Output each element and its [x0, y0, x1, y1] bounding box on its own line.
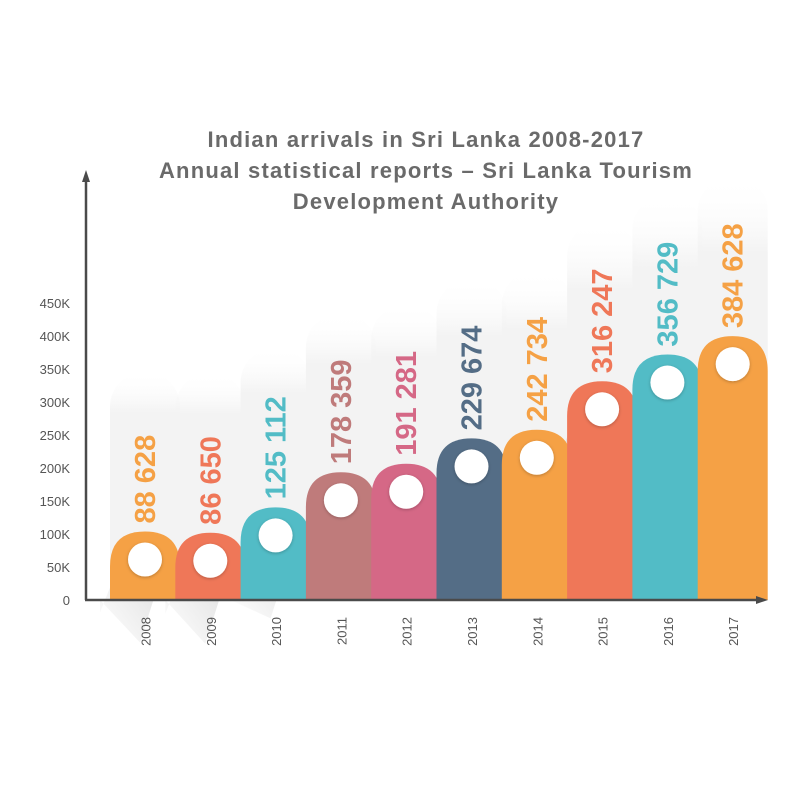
bar: [436, 438, 507, 600]
x-tick-label: 2010: [269, 617, 284, 646]
y-tick-label: 450K: [40, 296, 71, 311]
y-tick-label: 200K: [40, 461, 71, 476]
value-label: 191 281: [391, 351, 423, 456]
bar-marker-dot: [715, 347, 750, 382]
bar-marker-dot: [258, 518, 293, 553]
y-tick-label: 50K: [47, 560, 70, 575]
x-tick-label: 2014: [530, 617, 545, 646]
value-label: 316 247: [587, 268, 619, 373]
bar-marker-dot: [128, 542, 162, 577]
y-tick-label: 0: [63, 593, 70, 608]
x-tick-label: 2013: [465, 617, 480, 646]
y-tick-label: 350K: [40, 362, 71, 377]
bar-marker-dot: [323, 483, 358, 518]
axes: [82, 170, 768, 604]
x-axis-ticks: 2008 2009 2010 2011 2012 2013 2014 2015 2016 2017: [139, 617, 742, 646]
x-tick-label: 2012: [400, 617, 415, 646]
y-tick-label: 150K: [40, 494, 71, 509]
bar: [305, 472, 376, 600]
value-label: 178 359: [326, 359, 358, 464]
bar-marker-dot: [389, 474, 424, 509]
bar-marker-dot: [519, 440, 554, 475]
x-axis-arrow: [756, 596, 768, 604]
chart-title: Indian arrivals in Sri Lanka 2008-2017 A…: [0, 124, 800, 217]
y-tick-label: 400K: [40, 329, 71, 344]
bar: [501, 429, 572, 600]
y-tick-label: 300K: [40, 395, 71, 410]
bar-marker-dot: [454, 449, 489, 484]
value-labels: 88 628 86 650 125 112 178 359 191 281 229 674…: [130, 223, 750, 524]
bar: [567, 381, 638, 600]
bar-marker-dot: [585, 392, 620, 427]
chart-title-line-3: Development Authority: [292, 189, 560, 214]
value-label: 88 628: [130, 435, 162, 524]
bar: [632, 354, 703, 600]
value-label: 384 628: [718, 223, 750, 328]
bar-marker-dot: [650, 365, 685, 400]
value-label: 356 729: [652, 242, 684, 347]
value-label: 242 734: [522, 317, 554, 422]
value-label: 86 650: [195, 436, 227, 525]
bars: [110, 336, 768, 600]
x-tick-label: 2008: [139, 617, 154, 646]
value-label: 125 112: [261, 396, 293, 499]
y-tick-label: 250K: [40, 428, 71, 443]
value-label: 229 674: [457, 326, 489, 431]
y-axis-ticks: 0 50K 100K 150K 200K 250K 300K 350K 400K 450K: [40, 296, 71, 608]
bar: [697, 336, 768, 600]
x-tick-label: 2015: [596, 617, 611, 646]
bar: [371, 463, 442, 600]
chart-title-line-2: Annual statistical reports – Sri Lanka T…: [158, 158, 694, 183]
y-tick-label: 100K: [40, 527, 71, 542]
chart-title-line-1: Indian arrivals in Sri Lanka 2008-2017: [207, 127, 645, 152]
x-tick-label: 2016: [661, 617, 676, 646]
bar: [240, 507, 311, 600]
x-tick-label: 2017: [726, 617, 741, 646]
y-axis-arrow: [82, 170, 90, 182]
x-tick-label: 2011: [334, 617, 349, 645]
bar-marker-dot: [193, 543, 228, 578]
x-tick-label: 2009: [204, 617, 219, 646]
